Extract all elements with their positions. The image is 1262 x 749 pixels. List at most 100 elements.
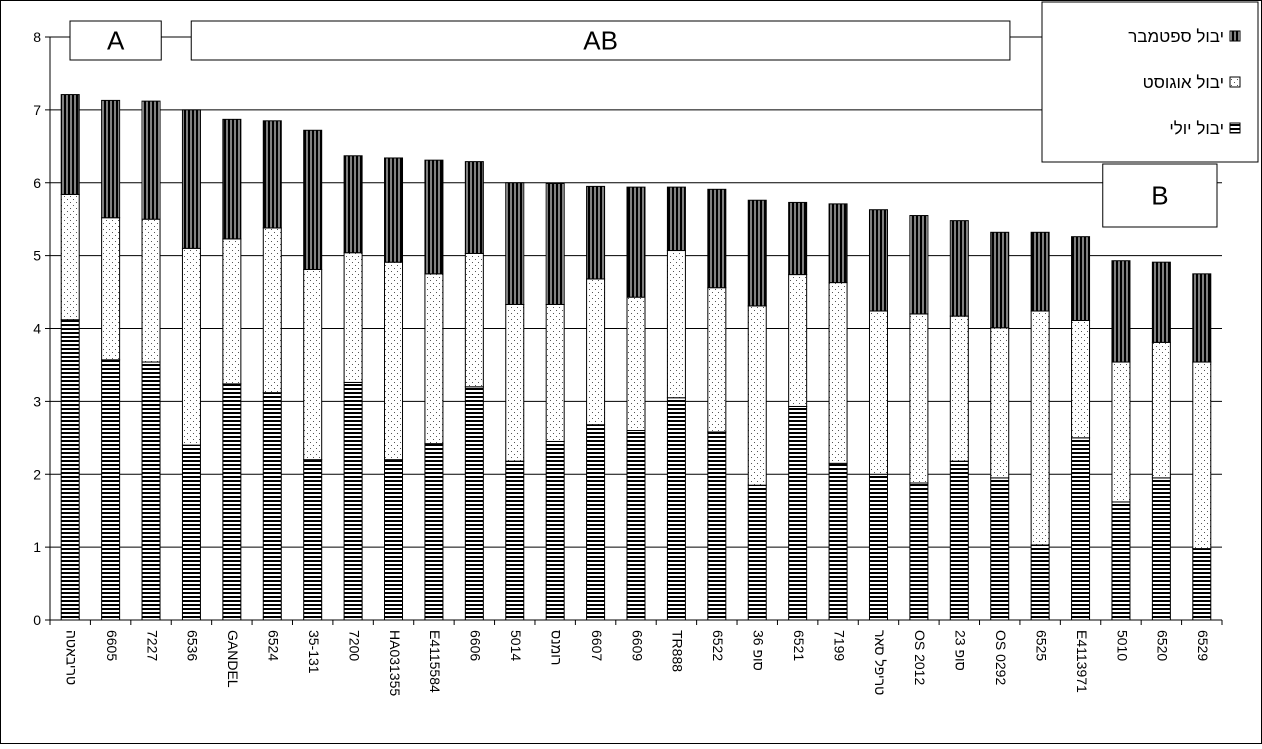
y-tick-label: 6 (33, 175, 41, 191)
x-tick-label: רומנס (548, 630, 564, 665)
bar-segment-series-3 (222, 118, 242, 240)
bar-segment-series-1 (424, 443, 444, 621)
bar-segment-series-3 (707, 188, 727, 289)
x-tick-label: 7199 (831, 630, 847, 661)
group-label: A (107, 26, 125, 56)
x-tick-label: 6524 (266, 630, 282, 661)
bar-segment-series-1 (909, 482, 929, 621)
x-tick-label: GANDEL (225, 630, 241, 688)
bar-segment-series-1 (949, 460, 969, 621)
legend-swatch (1229, 76, 1241, 88)
bar-segment-series-2 (707, 287, 727, 433)
x-tick-label: OS 0292 (993, 630, 1009, 685)
bar-segment-series-1 (545, 440, 565, 621)
bar-segment-series-1 (181, 444, 201, 621)
bar-segment-series-1 (141, 361, 161, 621)
bar-segment-series-2 (222, 238, 242, 385)
bar-segment-series-1 (60, 319, 80, 621)
x-tick-label: 6521 (791, 630, 807, 661)
x-tick-label: סופ 36 (751, 630, 767, 671)
bar-segment-series-2 (949, 315, 969, 462)
y-tick-label: 2 (33, 466, 41, 482)
group-box (69, 20, 162, 61)
group-box (1102, 163, 1218, 228)
bar-segment-series-2 (1111, 361, 1131, 503)
bar-segment-series-1 (707, 431, 727, 621)
x-tick-label: HA031355 (387, 630, 403, 696)
bar-segment-series-3 (262, 120, 282, 229)
legend-label: יבול יולי (1169, 119, 1224, 138)
bar-segment-series-2 (626, 296, 646, 432)
bar-segment-series-3 (586, 185, 606, 280)
bar-segment-series-2 (303, 268, 323, 461)
bar-layer (60, 94, 1212, 621)
x-tick-label: 6605 (104, 630, 120, 661)
x-tick-label: סופ 23 (953, 630, 969, 671)
x-tick-label: TR888 (670, 630, 686, 672)
legend: יבול ספטמבר יבול אוגוסט יבול יולי (1041, 1, 1259, 163)
bar-segment-series-1 (788, 405, 808, 621)
bar-segment-series-3 (1151, 261, 1171, 343)
x-tick-label: 7200 (346, 630, 362, 661)
bar-segment-series-2 (586, 278, 606, 426)
bar-segment-series-3 (464, 161, 484, 254)
bar-segment-series-3 (1030, 231, 1050, 312)
legend-swatch (1229, 30, 1241, 42)
bar-segment-series-2 (181, 247, 201, 446)
bar-segment-series-1 (1192, 548, 1212, 621)
bar-segment-series-3 (181, 109, 201, 249)
y-tick-label: 5 (33, 248, 41, 264)
bar-segment-series-1 (464, 386, 484, 621)
bar-segment-series-2 (384, 261, 404, 461)
bar-segment-series-3 (909, 215, 929, 315)
bar-segment-series-2 (1151, 341, 1171, 479)
bar-segment-series-3 (505, 182, 525, 305)
bar-segment-series-3 (828, 203, 848, 284)
bar-segment-series-3 (949, 220, 969, 317)
x-tick-label: 6529 (1195, 630, 1211, 661)
x-tick-label: E4115584 (427, 630, 443, 693)
bar-segment-series-2 (666, 250, 686, 399)
x-tick-label: 6606 (468, 630, 484, 661)
bar-segment-series-1 (262, 392, 282, 621)
axis-layer: 0 1 2 3 4 5 6 7 8 טריבאטה 6605 7227 6536 GANDEL 6524 35… (33, 29, 1223, 696)
legend-label: יבול ספטמבר (1128, 27, 1224, 46)
x-tick-label: OS 2012 (912, 630, 928, 685)
y-tick-label: 7 (33, 102, 41, 118)
bar-segment-series-3 (626, 186, 646, 298)
x-tick-label: טריבאטה (64, 630, 80, 685)
x-tick-label: טריפל סאר (872, 630, 888, 695)
x-tick-label: 6607 (589, 630, 605, 661)
bar-segment-series-3 (788, 201, 808, 276)
x-tick-label: 6536 (185, 630, 201, 661)
bar-segment-series-2 (424, 273, 444, 445)
group-label: AB (583, 26, 618, 56)
bar-segment-series-3 (545, 182, 565, 305)
bar-segment-series-3 (1192, 273, 1212, 363)
bar-segment-series-3 (384, 157, 404, 263)
bar-segment-series-1 (990, 477, 1010, 621)
bar-segment-series-2 (1192, 361, 1212, 550)
bar-segment-series-1 (1030, 544, 1050, 621)
y-tick-label: 8 (33, 29, 41, 45)
bar-segment-series-1 (586, 424, 606, 621)
bar-segment-series-1 (1151, 477, 1171, 621)
x-tick-label: 6525 (1033, 630, 1049, 661)
bar-segment-series-2 (747, 305, 767, 486)
bar-segment-series-1 (666, 397, 686, 621)
x-tick-label: 35-131 (306, 630, 322, 674)
bar-segment-series-2 (545, 303, 565, 442)
bar-segment-series-3 (424, 159, 444, 275)
bar-segment-series-1 (343, 381, 363, 621)
bar-segment-series-1 (222, 383, 242, 621)
bar-segment-series-1 (384, 459, 404, 621)
bar-segment-series-3 (343, 155, 363, 254)
bar-segment-series-2 (868, 310, 888, 475)
bar-segment-series-2 (262, 227, 282, 394)
x-tick-label: E4113971 (1074, 630, 1090, 693)
bar-segment-series-3 (868, 209, 888, 312)
bar-segment-series-3 (303, 129, 323, 270)
x-tick-label: 5014 (508, 630, 524, 661)
